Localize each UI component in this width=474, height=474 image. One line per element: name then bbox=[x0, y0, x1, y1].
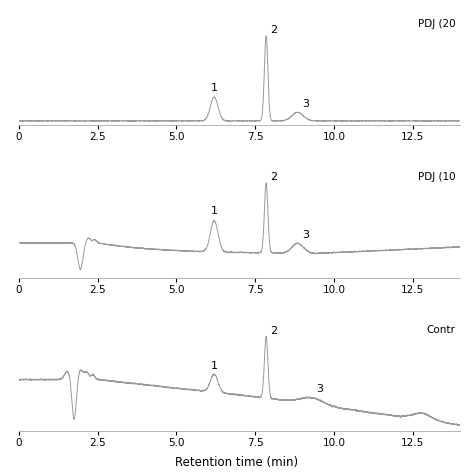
Text: 1: 1 bbox=[210, 82, 218, 92]
Text: 3: 3 bbox=[317, 384, 324, 394]
Text: PDJ (20: PDJ (20 bbox=[418, 18, 456, 28]
Text: 1: 1 bbox=[210, 361, 218, 371]
Text: 2: 2 bbox=[270, 326, 277, 336]
Text: 2: 2 bbox=[270, 25, 277, 35]
Text: 2: 2 bbox=[270, 172, 277, 182]
Text: 3: 3 bbox=[302, 100, 310, 109]
Text: Contr: Contr bbox=[427, 325, 456, 335]
Text: Retention time (min): Retention time (min) bbox=[175, 456, 299, 469]
Text: 1: 1 bbox=[210, 206, 218, 216]
Text: PDJ (10: PDJ (10 bbox=[418, 172, 456, 182]
Text: 3: 3 bbox=[302, 230, 310, 240]
